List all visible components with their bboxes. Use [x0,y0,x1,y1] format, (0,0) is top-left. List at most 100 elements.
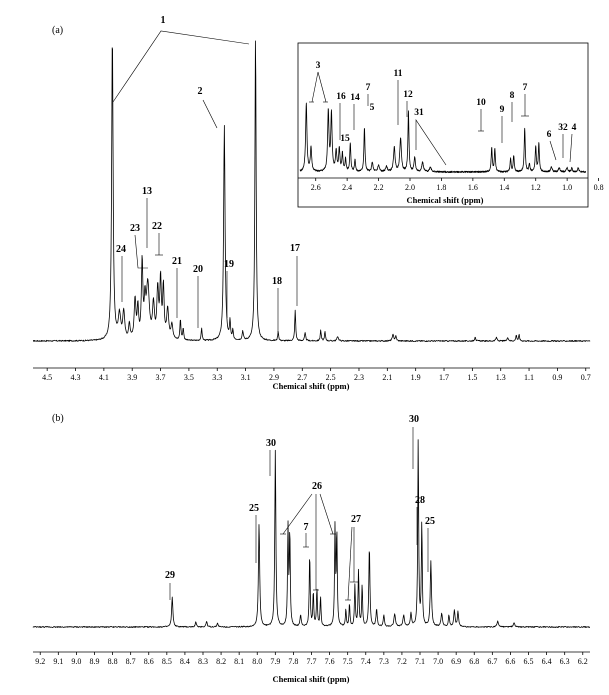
x-tick-label: 1.7 [439,373,449,382]
peak-label-2: 2 [198,86,203,97]
panel-a-inset: 2.6 2.4 2.2 2.0 1.8 1.6 1.4 1.2 1.0 0.8 Chemical … [297,42,604,208]
peak-label-20: 20 [193,264,203,275]
peak-label-27: 27 [351,514,361,525]
x-tick-label: 7.7 [307,657,317,666]
x-tick-label: 7.9 [270,657,280,666]
x-tick-label: 1.0 [562,183,572,192]
peak-label-30a: 30 [266,438,276,449]
spectrum-b-trace [32,439,591,628]
peak-label-28: 28 [415,495,425,506]
x-tick-label: 2.6 [311,183,321,192]
x-tick-label: 1.3 [496,373,506,382]
x-tick-label: 2.4 [342,183,352,192]
x-tick-label: 7.0 [433,657,443,666]
inset-peak-label-8: 8 [510,91,515,101]
x-tick-label: 7.5 [343,657,353,666]
x-tick-label: 2.7 [297,373,307,382]
panel-a-peak-labels: 1 2 13 23 22 24 21 20 19 18 17 [112,15,300,332]
peak-leader-23 [134,234,148,269]
x-tick-label: 2.3 [354,373,364,382]
inset-peak-label-5: 5 [370,103,375,113]
x-tick-label: 9.2 [35,657,45,666]
inset-peak-label-7a: 7 [366,83,371,93]
x-tick-label: 1.6 [468,183,478,192]
x-tick-label: 6.2 [578,657,588,666]
x-tick-label: 0.9 [552,373,562,382]
peak-label-25a: 25 [249,503,259,514]
peak-leader-27a [347,526,353,601]
inset-peak-label-10: 10 [476,98,486,108]
x-tick-label: 6.6 [505,657,515,666]
x-tick-label: 3.9 [127,373,137,382]
inset-peak-label-6: 6 [547,130,552,140]
x-tick-label: 9.0 [71,657,81,666]
x-tick-label: 8.0 [252,657,262,666]
inset-spectrum-trace [299,102,587,174]
inset-peak-label-16: 16 [336,92,346,102]
peak-leader-1 [112,30,250,103]
panel-b-peak-labels: 29 25 30 26 7 27 30 28 25 [165,414,435,601]
spectrum-a-trace [32,40,591,342]
x-tick-label: 9.1 [53,657,63,666]
peak-label-24: 24 [116,244,126,255]
x-tick-label: 6.7 [487,657,497,666]
inset-leader-3 [311,71,327,103]
inset-x-ticks: 2.6 2.4 2.2 2.0 1.8 1.6 1.4 1.2 1.0 0.8 [311,178,604,192]
x-tick-label: 3.1 [241,373,251,382]
x-tick-label: 8.2 [216,657,226,666]
peak-label-1: 1 [161,15,166,26]
x-tick-label: 4.5 [42,373,52,382]
x-tick-label: 8.3 [198,657,208,666]
peak-label-30b: 30 [409,414,419,425]
x-tick-label: 6.5 [524,657,534,666]
inset-peak-label-11: 11 [394,69,403,79]
x-tick-label: 3.5 [184,373,194,382]
panel-a-x-ticks: 4.5 4.3 4.1 3.9 3.7 3.5 3.3 3.1 2.9 2.7 2.5 2.3 2.1 1… [42,368,591,382]
x-tick-label: 6.8 [469,657,479,666]
peak-leader-26c [319,493,334,535]
x-tick-label: 2.9 [269,373,279,382]
x-tick-label: 2.5 [326,373,336,382]
peak-leader-2 [202,99,218,129]
panel-b: (b) 9.2 9.1 9.0 8.9 8.8 8.7 8.6 8.5 8.4 8.3 8.2 8.1… [32,413,591,684]
x-tick-label: 7.1 [415,657,425,666]
x-tick-label: 4.3 [71,373,81,382]
x-tick-label: 7.6 [325,657,335,666]
x-tick-label: 6.3 [560,657,570,666]
x-tick-label: 8.1 [234,657,244,666]
x-tick-label: 2.2 [374,183,384,192]
inset-xlabel: Chemical shift (ppm) [407,195,484,205]
x-tick-label: 0.8 [594,183,604,192]
peak-label-19: 19 [224,259,234,270]
x-tick-label: 7.4 [361,657,371,666]
x-tick-label: 8.7 [126,657,136,666]
x-tick-label: 8.6 [144,657,154,666]
inset-peak-label-32: 32 [558,123,568,133]
panel-a-label: (a) [52,25,63,36]
inset-peak-label-15: 15 [340,134,350,144]
x-tick-label: 1.5 [467,373,477,382]
x-tick-label: 1.2 [531,183,541,192]
x-tick-label: 7.8 [288,657,298,666]
x-tick-label: 7.3 [379,657,389,666]
inset-peak-label-12: 12 [403,90,413,100]
peak-label-29: 29 [165,570,175,581]
x-tick-label: 1.4 [499,183,509,192]
peak-label-26: 26 [312,481,322,492]
inset-peak-label-9: 9 [500,105,505,115]
peak-label-25b: 25 [425,516,435,527]
x-tick-label: 8.5 [162,657,172,666]
x-tick-label: 7.2 [397,657,407,666]
inset-peak-label-7b: 7 [523,83,528,93]
x-tick-label: 3.3 [212,373,222,382]
x-tick-label: 1.9 [411,373,421,382]
x-tick-label: 0.7 [581,373,591,382]
inset-leader-6 [549,140,557,161]
panel-a-xlabel: Chemical shift (ppm) [273,381,350,391]
inset-leader-4 [569,133,573,163]
peak-label-7: 7 [304,522,309,533]
x-tick-label: 4.1 [99,373,109,382]
peak-label-18: 18 [272,276,282,287]
x-tick-label: 2.0 [405,183,415,192]
